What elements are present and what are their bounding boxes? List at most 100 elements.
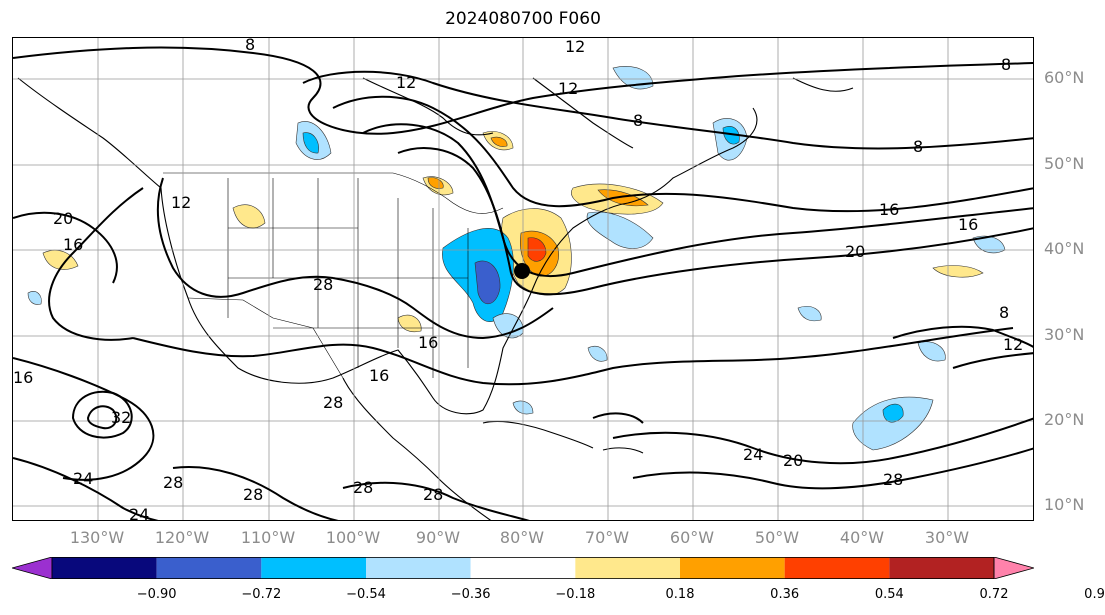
map-panel: 8 12 12 12 8 8 8 16 16 20 12 20 16 28 16… bbox=[12, 37, 1034, 521]
shade-positive-blob bbox=[932, 265, 984, 278]
contour-label: 28 bbox=[243, 485, 263, 504]
longitude-tick-label: 120°W bbox=[154, 528, 210, 547]
contour-label: 28 bbox=[313, 275, 333, 294]
state-borders bbox=[227, 178, 469, 378]
colorbar-tick-label: −0.54 bbox=[346, 587, 386, 602]
shade-negative-blob bbox=[852, 396, 934, 451]
border-us-canada bbox=[163, 172, 504, 214]
contour-label: 28 bbox=[163, 473, 183, 492]
coastline-north-america bbox=[17, 77, 758, 415]
contour-line bbox=[13, 211, 118, 284]
contour-label: 32 bbox=[111, 408, 131, 427]
coastline-hudson bbox=[362, 77, 494, 136]
colorbar-tick-label: −0.36 bbox=[450, 587, 491, 602]
gridlines bbox=[13, 38, 1033, 520]
contour-label: 28 bbox=[423, 485, 443, 504]
longitude-tick-label: 90°W bbox=[415, 528, 461, 547]
contour-line bbox=[132, 327, 1014, 386]
contour-label: 12 bbox=[565, 38, 585, 56]
contour-label: 12 bbox=[396, 73, 416, 92]
shade-positive-blob bbox=[397, 314, 422, 333]
shade-positive-blob bbox=[490, 136, 508, 147]
map-canvas: 8 12 12 12 8 8 8 16 16 20 12 20 16 28 16… bbox=[13, 38, 1033, 520]
longitude-tick-label: 70°W bbox=[584, 528, 630, 547]
contour-label: 8 bbox=[1001, 55, 1011, 74]
contour-label: 16 bbox=[958, 215, 978, 234]
colorbar-extend-low bbox=[12, 557, 53, 579]
contour-label: 20 bbox=[53, 209, 73, 228]
contour-label: 12 bbox=[1003, 335, 1023, 354]
shade-negative-blob bbox=[797, 306, 822, 322]
shade-positive-blob bbox=[232, 204, 266, 229]
contour-line bbox=[48, 187, 144, 341]
contour-line bbox=[592, 412, 644, 424]
contour-line bbox=[952, 352, 1033, 369]
shade-negative-blob bbox=[722, 126, 740, 145]
contour-label: 24 bbox=[743, 445, 763, 464]
contour-label: 24 bbox=[73, 469, 93, 488]
contour-label: 16 bbox=[369, 366, 389, 385]
longitude-tick-label: 60°W bbox=[669, 528, 715, 547]
contour-line bbox=[632, 447, 1033, 490]
contour-line bbox=[13, 46, 1033, 135]
contours bbox=[13, 46, 1033, 520]
contour-label: 8 bbox=[245, 38, 255, 54]
colorbar-tick-label: −0.18 bbox=[555, 587, 596, 602]
contour-label: 16 bbox=[879, 200, 899, 219]
contour-label: 12 bbox=[171, 193, 191, 212]
contour-label: 16 bbox=[13, 368, 33, 387]
colorbar-tick-label: 0.18 bbox=[665, 587, 695, 602]
map-title: 2024080700 F060 bbox=[445, 9, 601, 29]
colorbar-tick-label: −0.72 bbox=[241, 587, 282, 602]
colorbar-tick-label: 0.72 bbox=[979, 587, 1009, 602]
contour-line bbox=[892, 325, 1033, 348]
longitude-tick-label: 130°W bbox=[69, 528, 125, 547]
shade-positive-blob bbox=[527, 237, 547, 262]
longitude-tick-label: 40°W bbox=[839, 528, 885, 547]
contour-label: 12 bbox=[558, 79, 578, 98]
contour-label: 8 bbox=[999, 303, 1009, 322]
contour-label: 16 bbox=[63, 235, 83, 254]
colorbar-segment bbox=[470, 557, 576, 579]
latitude-tick-label: 60°N bbox=[1044, 68, 1085, 87]
longitude-tick-label: 50°W bbox=[754, 528, 800, 547]
colorbar-segment bbox=[784, 557, 890, 579]
contour-label: 28 bbox=[323, 393, 343, 412]
colorbar-segment bbox=[680, 557, 785, 579]
coastline-greenland bbox=[792, 77, 854, 92]
colorbar-tick-label: 0.90 bbox=[1084, 587, 1105, 602]
colorbar-segment bbox=[366, 557, 471, 579]
colorbar-tick-label: 0.36 bbox=[770, 587, 800, 602]
shade-negative-blob bbox=[474, 260, 501, 304]
political-borders bbox=[163, 172, 504, 379]
colorbar-segment bbox=[52, 557, 157, 579]
contour-line bbox=[397, 147, 1033, 296]
contour-label: 20 bbox=[845, 242, 865, 261]
colorbar-tick-label: −0.90 bbox=[136, 587, 177, 602]
shade-negative-blob bbox=[586, 211, 654, 249]
contour-label: 16 bbox=[418, 333, 438, 352]
contour-line bbox=[156, 177, 334, 298]
latitude-tick-label: 30°N bbox=[1044, 325, 1085, 344]
contour-label: 8 bbox=[633, 111, 643, 130]
contour-line bbox=[71, 390, 133, 439]
shade-negative-blob bbox=[882, 403, 904, 423]
latitude-tick-label: 20°N bbox=[1044, 410, 1085, 429]
contour-line bbox=[332, 277, 554, 340]
contour-line bbox=[13, 357, 155, 481]
colorbar-outline bbox=[51, 557, 995, 579]
contour-line bbox=[342, 481, 530, 520]
storm-center-marker bbox=[514, 263, 530, 279]
colorbar-segment bbox=[575, 557, 680, 579]
longitude-tick-label: 30°W bbox=[924, 528, 970, 547]
coastline-labrador bbox=[532, 77, 634, 149]
latitude-tick-label: 50°N bbox=[1044, 154, 1085, 173]
colorbar bbox=[12, 557, 1034, 579]
longitude-tick-label: 100°W bbox=[325, 528, 381, 547]
shade-positive-blob bbox=[427, 177, 444, 189]
longitude-tick-label: 110°W bbox=[240, 528, 296, 547]
contour-line bbox=[332, 95, 1033, 213]
shade-negative-blob bbox=[27, 291, 42, 305]
contour-label: 28 bbox=[353, 478, 373, 497]
shade-negative-blob bbox=[587, 346, 608, 362]
